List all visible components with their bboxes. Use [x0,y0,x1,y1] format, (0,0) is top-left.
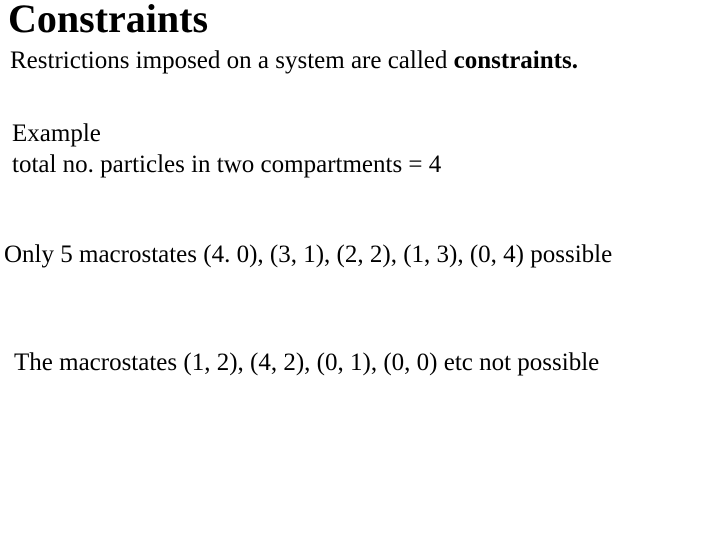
example-block: Example total no. particles in two compa… [12,118,441,181]
slide-subtitle: Restrictions imposed on a system are cal… [10,46,578,76]
slide: Constraints Restrictions imposed on a sy… [0,0,720,540]
macrostates-not-possible-line: The macrostates (1, 2), (4, 2), (0, 1), … [14,348,599,378]
example-label: Example [12,118,441,149]
subtitle-prefix: Restrictions imposed on a system are cal… [10,47,454,74]
subtitle-bold: constraints. [454,47,578,74]
example-line-1: total no. particles in two compartments … [12,149,441,180]
slide-title: Constraints [8,0,208,42]
macrostates-possible-line: Only 5 macrostates (4. 0), (3, 1), (2, 2… [4,240,612,270]
